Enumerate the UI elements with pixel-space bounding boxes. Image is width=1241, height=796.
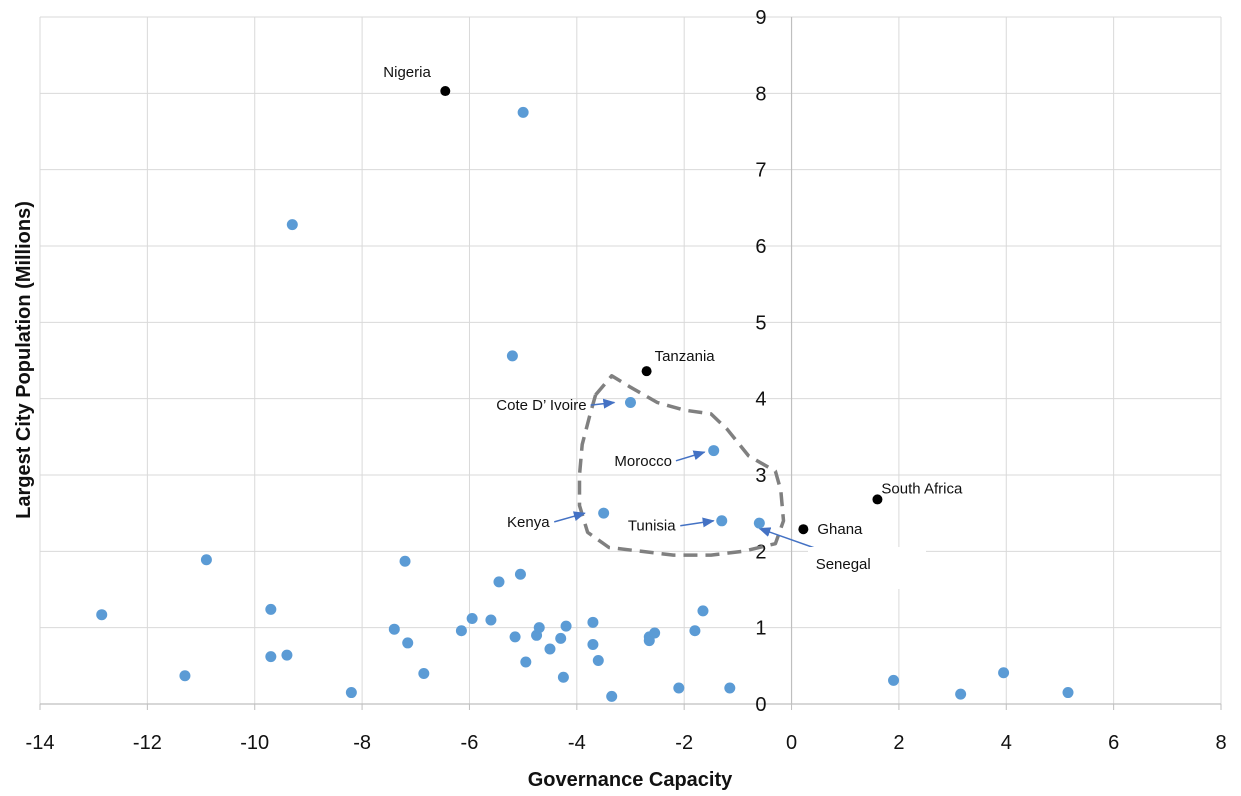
x-tick-label: 2: [893, 732, 904, 754]
annotation-label: Cote D’ Ivoire: [496, 397, 586, 414]
annotation-arrows: [554, 398, 826, 553]
annotation-arrow: [680, 517, 715, 528]
point-label: Nigeria: [383, 64, 431, 81]
x-tick-label: -4: [568, 732, 586, 754]
data-point: [998, 667, 1010, 679]
data-point: [96, 609, 108, 621]
axes: -14 -12 -10 -8 -6 -4 -2 0 2 4 6 8 0 1 2 3 4 5 6 7 8 9: [26, 7, 1227, 754]
x-tick-label: -14: [26, 732, 55, 754]
point-label: Ghana: [817, 521, 863, 538]
x-tick-label: -6: [461, 732, 479, 754]
cluster-region: [577, 374, 786, 557]
data-point: [606, 690, 618, 702]
senegal-label-background: [808, 547, 926, 589]
x-tick-label: -8: [353, 732, 371, 754]
x-tick-label: -10: [240, 732, 269, 754]
data-points: [96, 86, 1074, 702]
data-point: [555, 632, 567, 644]
annotation-label: Morocco: [614, 453, 672, 470]
data-point: [888, 674, 900, 686]
data-point: [265, 651, 277, 663]
data-point: [520, 656, 532, 668]
x-axis-title: Governance Capacity: [528, 769, 733, 791]
annotation-arrow: [554, 511, 586, 523]
y-tick-label: 8: [755, 83, 766, 105]
y-tick-label: 9: [755, 7, 766, 29]
data-point: [716, 515, 728, 527]
data-point: [955, 688, 967, 700]
data-point: [509, 631, 521, 643]
data-point: [517, 106, 529, 118]
data-point: [265, 603, 277, 615]
data-labels: Nigeria Tanzania South Africa Ghana Cote D’ …: [383, 64, 963, 589]
data-point: [544, 643, 556, 655]
data-point: [1062, 687, 1074, 699]
y-axis-title: Largest City Population (Millions): [13, 201, 35, 519]
data-point: [689, 625, 701, 637]
annotation-arrow: [590, 398, 616, 409]
y-tick-label: 1: [755, 618, 766, 640]
data-point: [345, 687, 357, 699]
data-point: [200, 554, 212, 566]
point-label: Tanzania: [655, 348, 716, 365]
data-point: [493, 576, 505, 588]
y-tick-label: 6: [755, 236, 766, 258]
y-tick-label: 5: [755, 312, 766, 334]
data-point: [598, 507, 610, 519]
data-point: [286, 219, 298, 231]
data-point: [514, 568, 526, 580]
highlighted-point: [872, 494, 883, 505]
annotation-label: Senegal: [816, 556, 871, 573]
grid: [39, 16, 1222, 704]
data-point: [402, 637, 414, 649]
annotation-arrow: [675, 450, 706, 462]
annotation-label: Kenya: [507, 514, 550, 531]
data-point: [643, 635, 655, 647]
y-tick-label: 2: [755, 541, 766, 563]
highlighted-point: [798, 524, 809, 535]
data-point: [625, 396, 636, 408]
data-point: [697, 605, 709, 617]
y-tick-label: 3: [755, 465, 766, 487]
data-point: [560, 620, 572, 632]
data-point: [281, 649, 293, 661]
point-label: South Africa: [881, 480, 963, 497]
x-tick-label: 8: [1215, 732, 1226, 754]
data-point: [533, 622, 545, 634]
data-point: [455, 625, 467, 637]
x-tick-label: 0: [786, 732, 797, 754]
x-tick-label: -2: [675, 732, 693, 754]
y-tick-label: 0: [755, 694, 766, 716]
cluster-outline: [577, 374, 786, 557]
data-point: [557, 671, 569, 683]
data-point: [587, 616, 599, 628]
data-point: [673, 682, 685, 694]
x-tick-label: 6: [1108, 732, 1119, 754]
data-point: [592, 654, 604, 666]
y-tick-label: 7: [755, 160, 766, 182]
y-tick-label: 4: [755, 389, 766, 411]
data-point: [649, 627, 661, 639]
annotation-label: Tunisia: [628, 518, 676, 535]
data-point: [485, 614, 497, 626]
x-tick-label: 4: [1001, 732, 1012, 754]
x-tick-label: -12: [133, 732, 162, 754]
highlighted-point: [641, 366, 652, 377]
data-point: [724, 682, 736, 694]
data-point: [399, 555, 411, 567]
data-point: [179, 670, 191, 682]
highlighted-point: [440, 86, 451, 97]
data-point: [418, 667, 430, 679]
data-point: [708, 445, 720, 457]
data-point: [753, 517, 765, 529]
data-point: [466, 613, 478, 625]
data-point: [388, 623, 400, 635]
data-point: [587, 638, 599, 650]
data-point: [506, 350, 518, 362]
